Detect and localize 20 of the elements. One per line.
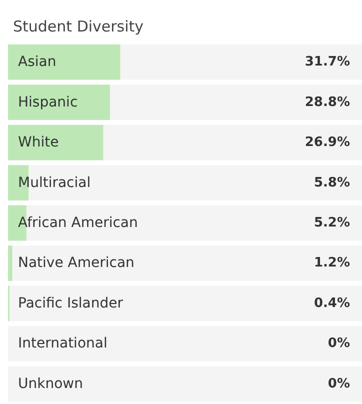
- data-label: 1.2%: [314, 256, 350, 271]
- data-label: 28.8%: [304, 94, 350, 110]
- data-label: 5.2%: [314, 216, 350, 230]
- y-tick-label: Hispanic: [18, 94, 78, 110]
- y-tick-label: African American: [18, 215, 138, 231]
- chart-title: Student Diversity: [13, 18, 144, 36]
- data-label: 31.7%: [304, 54, 350, 70]
- y-tick-label: International: [18, 336, 108, 352]
- data-label: 0.4%: [314, 296, 350, 311]
- bar: [8, 246, 12, 281]
- y-tick-label: White: [18, 134, 59, 151]
- data-label: 26.9%: [304, 135, 350, 150]
- y-tick-label: Native American: [18, 255, 134, 272]
- data-label: 5.8%: [314, 175, 350, 190]
- y-tick-label: Multiracial: [18, 174, 91, 191]
- y-tick-label: Asian: [18, 54, 56, 70]
- data-label: 0%: [328, 376, 350, 392]
- y-tick-label: Pacific Islander: [18, 295, 124, 312]
- y-tick-label: Unknown: [18, 376, 83, 392]
- data-label: 0%: [328, 336, 350, 352]
